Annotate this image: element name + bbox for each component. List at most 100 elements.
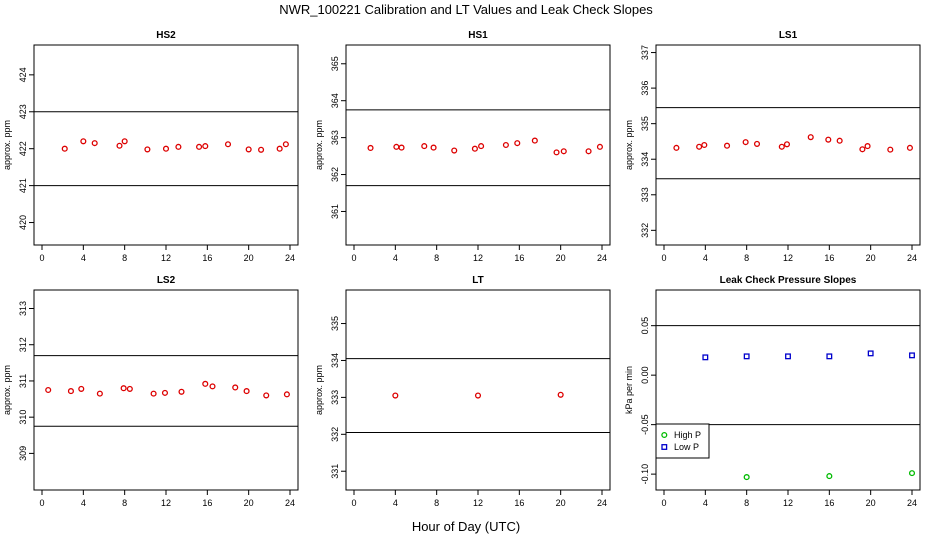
panel-title: LS2 xyxy=(157,275,176,286)
data-point xyxy=(553,149,560,156)
data-point xyxy=(742,139,749,146)
data-point xyxy=(673,144,680,151)
data-point xyxy=(161,389,169,396)
data-point xyxy=(785,353,791,360)
x-tick-label: 4 xyxy=(703,253,708,263)
x-tick-label: 12 xyxy=(783,253,793,263)
y-axis-label: approx. ppm xyxy=(624,120,634,170)
y-tick-label: 334 xyxy=(640,152,650,167)
x-tick-label: 8 xyxy=(434,498,439,508)
x-tick-label: 8 xyxy=(744,253,749,263)
y-tick-label: -0.05 xyxy=(640,414,650,435)
y-axis-label: approx. ppm xyxy=(2,365,12,415)
data-point xyxy=(826,353,833,360)
data-point xyxy=(78,385,85,392)
x-tick-label: 0 xyxy=(39,498,44,508)
panel-title: LS1 xyxy=(779,30,798,41)
legend-marker xyxy=(661,444,668,450)
data-point xyxy=(224,141,232,148)
panel-title: Leak Check Pressure Slopes xyxy=(720,275,857,286)
data-point xyxy=(121,138,128,145)
data-point xyxy=(908,470,916,477)
legend-label: Low P xyxy=(674,442,699,452)
data-point xyxy=(175,143,182,150)
x-tick-label: 20 xyxy=(866,253,876,263)
plot-frame xyxy=(33,44,299,246)
x-tick-label: 0 xyxy=(661,498,666,508)
x-tick-label: 4 xyxy=(81,498,86,508)
data-point xyxy=(514,140,521,147)
data-point xyxy=(178,388,185,395)
x-tick-label: 16 xyxy=(514,253,524,263)
panel-title: LT xyxy=(472,275,483,286)
x-tick-label: 12 xyxy=(473,498,483,508)
data-point xyxy=(430,144,437,151)
y-axis-label: approx. ppm xyxy=(314,120,324,170)
x-tick-label: 12 xyxy=(473,253,483,263)
data-point xyxy=(702,354,709,361)
data-point xyxy=(398,144,405,151)
y-axis-label: approx. ppm xyxy=(314,365,324,415)
y-tick-label: 420 xyxy=(18,215,28,230)
x-tick-label: 4 xyxy=(393,253,398,263)
data-point xyxy=(696,143,703,150)
data-point xyxy=(887,146,894,153)
y-tick-label: 363 xyxy=(330,130,340,145)
y-tick-label: 313 xyxy=(18,301,28,316)
panel-2: HS1 0 4 8 12 16 20 24 361 362 363 364 365 approx. ppm xyxy=(314,30,611,263)
panel-6: Leak Check Pressure Slopes 0 4 8 12 16 20 24 -0.… xyxy=(624,275,921,508)
y-tick-label: 331 xyxy=(330,464,340,479)
data-point xyxy=(502,141,509,149)
x-tick-label: 8 xyxy=(434,253,439,263)
y-axis-label: kPa per min xyxy=(624,366,634,414)
data-point xyxy=(258,146,265,153)
x-tick-label: 16 xyxy=(824,253,834,263)
x-tick-label: 20 xyxy=(244,253,254,263)
data-point xyxy=(202,143,209,150)
data-point xyxy=(61,145,68,152)
data-point xyxy=(778,143,785,150)
data-point xyxy=(825,136,832,143)
y-tick-label: 332 xyxy=(330,427,340,442)
y-tick-label: -0.10 xyxy=(640,464,650,485)
data-point xyxy=(91,140,98,147)
y-tick-label: 365 xyxy=(330,56,340,71)
data-point xyxy=(864,143,871,150)
data-point xyxy=(859,146,866,153)
x-tick-label: 12 xyxy=(161,253,171,263)
data-point xyxy=(596,143,603,150)
y-tick-label: 0.05 xyxy=(640,317,650,335)
data-point xyxy=(906,144,913,151)
y-tick-label: 336 xyxy=(640,81,650,96)
y-tick-label: 421 xyxy=(18,178,28,193)
y-tick-label: 309 xyxy=(18,446,28,461)
data-point xyxy=(471,145,478,152)
x-tick-label: 12 xyxy=(161,498,171,508)
data-point xyxy=(723,142,731,149)
y-tick-label: 0.00 xyxy=(640,366,650,384)
x-tick-label: 0 xyxy=(39,253,44,263)
data-point xyxy=(120,385,127,392)
x-tick-label: 0 xyxy=(351,498,356,508)
x-tick-label: 8 xyxy=(744,498,749,508)
y-tick-label: 337 xyxy=(640,45,650,60)
x-tick-label: 12 xyxy=(783,498,793,508)
x-tick-label: 24 xyxy=(597,253,607,263)
data-point xyxy=(557,391,564,398)
y-tick-label: 362 xyxy=(330,167,340,182)
x-tick-label: 4 xyxy=(393,498,398,508)
data-point xyxy=(144,146,151,153)
data-point xyxy=(96,390,103,397)
data-point xyxy=(116,142,123,149)
figure-title: NWR_100221 Calibration and LT Values and… xyxy=(279,2,653,17)
y-tick-label: 335 xyxy=(640,116,650,131)
x-tick-label: 24 xyxy=(907,498,917,508)
x-tick-label: 20 xyxy=(556,498,566,508)
data-point xyxy=(80,138,87,145)
x-tick-label: 24 xyxy=(285,253,295,263)
data-point xyxy=(560,148,567,155)
y-tick-label: 364 xyxy=(330,93,340,108)
data-point xyxy=(282,141,289,148)
